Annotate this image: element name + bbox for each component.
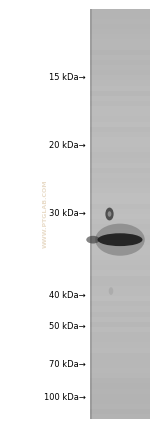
Text: 70 kDa→: 70 kDa→ xyxy=(49,360,86,369)
Bar xyxy=(90,229,150,235)
Bar xyxy=(90,214,150,219)
Bar xyxy=(90,178,150,183)
Bar xyxy=(90,50,150,55)
Text: 40 kDa→: 40 kDa→ xyxy=(49,291,86,300)
Bar xyxy=(90,91,150,96)
Bar xyxy=(90,378,150,383)
Bar xyxy=(90,240,150,245)
Bar xyxy=(90,188,150,193)
Bar xyxy=(90,235,150,240)
Bar xyxy=(90,358,150,363)
Bar xyxy=(90,142,150,147)
Bar xyxy=(90,60,150,65)
Bar xyxy=(90,116,150,122)
Ellipse shape xyxy=(108,211,111,217)
Bar xyxy=(90,322,150,327)
Bar xyxy=(90,70,150,75)
Bar xyxy=(90,389,150,394)
Ellipse shape xyxy=(86,236,100,244)
Bar xyxy=(90,45,150,50)
Bar xyxy=(90,75,150,80)
Bar xyxy=(90,199,150,204)
Bar xyxy=(90,80,150,86)
Bar xyxy=(90,86,150,91)
Bar xyxy=(90,106,150,111)
Text: 100 kDa→: 100 kDa→ xyxy=(44,392,86,402)
Bar xyxy=(90,332,150,337)
Bar xyxy=(90,168,150,173)
Bar xyxy=(90,353,150,358)
Bar xyxy=(90,183,150,188)
Bar xyxy=(90,383,150,389)
Bar xyxy=(90,127,150,132)
Bar xyxy=(90,337,150,342)
Bar xyxy=(90,158,150,163)
Bar xyxy=(90,173,150,178)
Ellipse shape xyxy=(98,233,142,246)
Bar xyxy=(90,394,150,399)
Bar xyxy=(90,404,150,409)
Bar xyxy=(90,260,150,265)
Bar xyxy=(90,250,150,255)
Bar xyxy=(90,363,150,368)
Bar xyxy=(90,291,150,296)
Bar xyxy=(90,286,150,291)
Bar xyxy=(90,209,150,214)
Bar xyxy=(90,348,150,353)
Bar xyxy=(90,219,150,224)
Bar xyxy=(90,39,150,45)
Bar xyxy=(90,96,150,101)
Bar xyxy=(90,342,150,348)
Bar xyxy=(90,327,150,332)
Bar xyxy=(90,14,150,19)
Bar xyxy=(90,373,150,378)
Bar xyxy=(90,19,150,24)
Bar xyxy=(90,34,150,39)
Bar xyxy=(90,296,150,301)
Bar xyxy=(90,163,150,168)
Bar xyxy=(90,132,150,137)
Bar xyxy=(90,55,150,60)
Bar xyxy=(90,368,150,373)
Bar xyxy=(90,29,150,34)
Bar xyxy=(90,270,150,276)
Bar xyxy=(90,147,150,152)
Ellipse shape xyxy=(109,287,113,295)
Bar xyxy=(90,409,150,414)
Bar xyxy=(90,306,150,312)
Bar xyxy=(90,137,150,142)
Ellipse shape xyxy=(105,208,114,220)
Bar xyxy=(90,276,150,281)
Bar xyxy=(90,65,150,70)
Text: WWW.PTGLAB.COM: WWW.PTGLAB.COM xyxy=(42,180,48,248)
Bar xyxy=(90,255,150,260)
Bar xyxy=(90,245,150,250)
Bar xyxy=(90,9,150,14)
Bar xyxy=(90,312,150,317)
Text: 50 kDa→: 50 kDa→ xyxy=(49,321,86,331)
Bar xyxy=(90,152,150,158)
Bar xyxy=(90,122,150,127)
Text: 30 kDa→: 30 kDa→ xyxy=(49,209,86,219)
Bar xyxy=(90,281,150,286)
Bar xyxy=(90,193,150,199)
Bar xyxy=(90,204,150,209)
Text: 20 kDa→: 20 kDa→ xyxy=(49,141,86,150)
Text: 15 kDa→: 15 kDa→ xyxy=(49,72,86,82)
Bar xyxy=(90,24,150,29)
Bar xyxy=(90,101,150,106)
Bar xyxy=(90,399,150,404)
Ellipse shape xyxy=(95,223,145,256)
Bar xyxy=(90,301,150,306)
Bar xyxy=(90,414,150,419)
Bar xyxy=(90,111,150,116)
Bar xyxy=(90,317,150,322)
Bar xyxy=(90,9,92,419)
Bar xyxy=(90,265,150,270)
Bar xyxy=(90,224,150,229)
